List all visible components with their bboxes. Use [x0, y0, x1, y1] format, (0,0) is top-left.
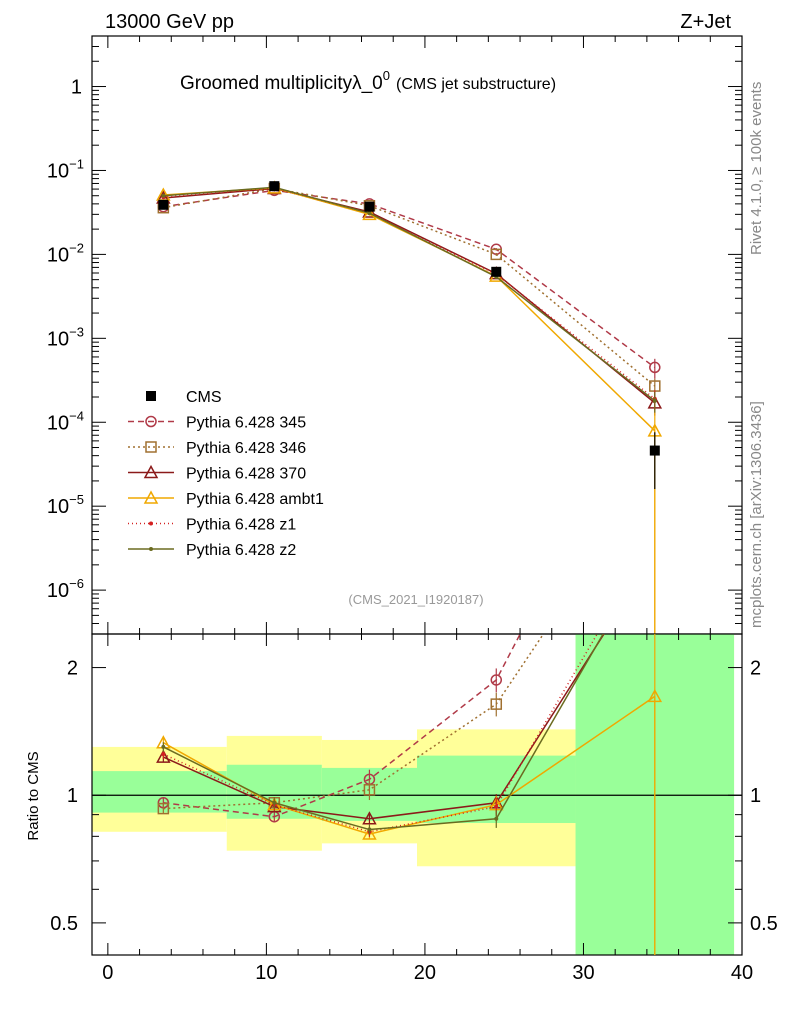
main-y-tick-label: 10−6: [47, 576, 84, 602]
ratio-y-tick-label-right: 2: [750, 658, 761, 680]
ratio-series: [156, 634, 663, 955]
x-tick-label: 10: [255, 962, 277, 984]
legend: CMS Pythia 6.428 345 Pythia 6.428 346 Pythi…: [128, 389, 324, 559]
series-point: [490, 248, 503, 261]
ratio-y-ticks: 0.5 0.5 1 1 2 2: [50, 658, 778, 935]
legend-label-data: CMS: [186, 389, 222, 406]
data-point: [649, 445, 660, 456]
main-y-tick-base: 10: [47, 580, 69, 602]
series-line-5: [163, 186, 656, 402]
ratio-point: [490, 698, 503, 710]
ratio-bands: [92, 634, 735, 955]
series-line-0: [163, 189, 656, 369]
legend-marker-data: [146, 391, 156, 401]
plot-title-sub: (CMS jet substructure): [396, 76, 556, 93]
series-line-4: [163, 187, 656, 400]
ratio-y-tick-label-left: 1: [67, 785, 78, 807]
data-point: [158, 199, 169, 210]
main-y-tick-exp: −2: [69, 240, 84, 255]
ratio-point: [161, 752, 166, 757]
x-tick-label: 40: [731, 962, 753, 984]
data-point: [491, 266, 502, 277]
legend-label-2: Pythia 6.428 370: [186, 466, 306, 483]
series-point: [161, 193, 166, 198]
main-y-tick-label: 1: [71, 77, 82, 99]
series-point: [367, 211, 372, 216]
ratio-y-tick-label-left: 2: [67, 658, 78, 680]
series-line-1: [163, 187, 656, 387]
main-y-tick-exp: −6: [69, 576, 84, 591]
main-y-tick-base: 10: [47, 412, 69, 434]
x-tick-label: 30: [572, 962, 594, 984]
main-y-tick-exp: −4: [69, 408, 84, 423]
main-y-tick-exp: −1: [69, 156, 84, 171]
plot-title: Groomed multiplicityλ_00 (CMS jet substru…: [180, 68, 556, 94]
series-line-3: [163, 187, 656, 432]
rivet-label: Rivet 4.1.0, ≥ 100k events: [748, 82, 765, 255]
legend-label-4: Pythia 6.428 z1: [186, 517, 296, 534]
data-point: [364, 201, 375, 212]
legend-marker-2: [143, 464, 159, 479]
legend-label-0: Pythia 6.428 345: [186, 415, 306, 432]
x-ticks: 0 10 20 30 40: [102, 36, 753, 984]
main-y-tick-label: 10−1: [47, 156, 84, 182]
main-y-tick-base: 10: [47, 328, 69, 350]
x-tick-label: 20: [414, 962, 436, 984]
data-point: [269, 181, 280, 192]
series-point: [649, 361, 661, 374]
header-right: Z+Jet: [680, 11, 731, 33]
main-y-tick-label: 10−5: [47, 492, 84, 518]
ratio-point: [362, 826, 377, 840]
main-y-tick-label: 10−2: [47, 240, 84, 266]
mcplots-label: mcplots.cern.ch [arXiv:1306.3436]: [748, 401, 765, 628]
main-y-tick-base: 10: [47, 160, 69, 182]
legend-label-5: Pythia 6.428 z2: [186, 542, 296, 559]
main-y-tick-base: 10: [47, 496, 69, 518]
legend-marker-5: [149, 547, 153, 551]
main-y-ticks: 110−110−210−310−410−510−6: [47, 35, 742, 635]
analysis-id: (CMS_2021_I1920187): [348, 592, 483, 607]
plot-title-main: Groomed multiplicityλ_0: [180, 73, 383, 94]
ratio-ylabel: Ratio to CMS: [25, 751, 42, 840]
ratio-point: [156, 749, 171, 763]
plot-title-sup: 0: [383, 68, 390, 83]
legend-label-3: Pythia 6.428 ambt1: [186, 491, 324, 508]
legend-marker-4: [149, 521, 153, 526]
ratio-point: [272, 800, 277, 805]
legend-label-1: Pythia 6.428 346: [186, 440, 306, 457]
x-tick-label: 0: [102, 962, 113, 984]
data-points: [158, 181, 660, 490]
main-panel: 110−110−210−310−410−510−6: [47, 35, 743, 635]
ratio-point: [362, 811, 377, 825]
ratio-y-tick-label-right: 0.5: [750, 913, 778, 935]
ratio-point: [161, 744, 166, 749]
main-y-tick-exp: −3: [69, 324, 84, 339]
ratio-y-tick-label-right: 1: [750, 785, 761, 807]
main-y-tick-base: 10: [47, 244, 69, 266]
ratio-point: [157, 802, 170, 815]
main-y-tick-label: 10−4: [47, 408, 84, 434]
main-y-tick-label: 10−3: [47, 324, 84, 350]
ratio-point: [367, 827, 372, 832]
ratio-point: [494, 816, 499, 821]
main-y-tick-exp: −5: [69, 492, 84, 507]
ratio-point: [490, 674, 503, 686]
ratio-frame: [91, 633, 743, 956]
ratio-panel: 0 10 20 30 400.5 0.51 12 2: [50, 36, 778, 984]
ratio-y-tick-label-left: 0.5: [50, 913, 78, 935]
legend-marker-0: [145, 415, 157, 428]
ratio-point: [494, 804, 499, 809]
legend-marker-3: [143, 490, 159, 504]
header-left: 13000 GeV pp: [105, 11, 234, 33]
series-point: [652, 398, 657, 403]
ratio-point: [363, 784, 376, 796]
legend-marker-1: [145, 441, 157, 453]
